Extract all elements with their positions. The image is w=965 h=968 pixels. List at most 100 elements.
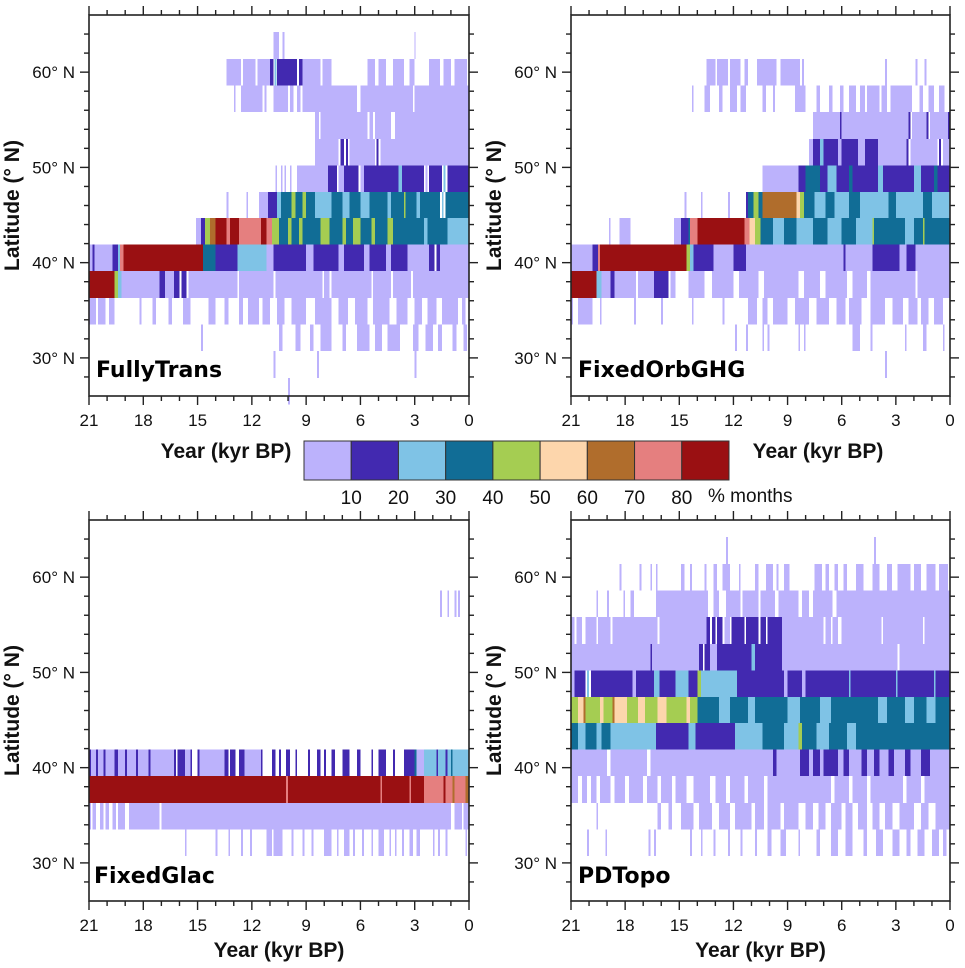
- heatmap-cell: [355, 297, 368, 325]
- heatmap-cell: [601, 271, 611, 298]
- heatmap-cell: [930, 112, 949, 139]
- colorbar-tick-label: 10: [341, 488, 362, 509]
- heatmap-cell: [740, 85, 747, 113]
- heatmap-cell: [289, 165, 292, 193]
- heatmap-cell: [199, 749, 225, 777]
- heatmap-cell: [315, 192, 332, 219]
- heatmap-cell: [277, 297, 285, 325]
- heatmap-cell: [206, 244, 216, 272]
- heatmap-cell: [461, 297, 466, 325]
- heatmap-cell: [103, 749, 106, 777]
- colorbar-swatch: [492, 440, 541, 481]
- heatmap-cell: [722, 563, 730, 591]
- heatmap-cell: [829, 85, 833, 113]
- heatmap-cell: [403, 749, 415, 777]
- heatmap-cell: [244, 749, 261, 777]
- heatmap-cell: [634, 297, 636, 325]
- heatmap-cell: [297, 165, 328, 193]
- heatmap-cell: [848, 165, 853, 193]
- heatmap-cell: [197, 749, 200, 777]
- heatmap-cell: [590, 670, 633, 698]
- heatmap-cell: [654, 271, 662, 298]
- heatmap-cell: [782, 643, 898, 671]
- heatmap-cell: [715, 776, 727, 803]
- heatmap-cell: [796, 217, 813, 245]
- colorbar-swatch: [681, 440, 730, 481]
- heatmap-cell: [345, 217, 354, 245]
- heatmap-cell: [117, 244, 120, 272]
- heatmap-cell: [857, 802, 867, 830]
- heatmap-cell: [291, 297, 307, 325]
- heatmap-cell: [608, 217, 611, 245]
- heatmap-cell: [436, 244, 441, 272]
- colorbar-swatch: [397, 440, 447, 481]
- heatmap-cell: [666, 697, 687, 724]
- heatmap-cell: [416, 749, 424, 777]
- heatmap-cell: [168, 297, 173, 325]
- y-axis-title: Latitude (° N): [483, 645, 506, 776]
- heatmap-cell: [675, 670, 689, 698]
- heatmap-cell: [722, 297, 725, 325]
- heatmap-cell: [802, 722, 817, 750]
- heatmap-cell: [816, 85, 821, 113]
- heatmap-cell: [848, 670, 851, 698]
- heatmap-cell: [585, 617, 597, 644]
- heatmap-cell: [219, 244, 238, 272]
- x-axis-title: Year (kyr BP): [753, 440, 884, 463]
- heatmap-cell: [578, 297, 593, 325]
- heatmap-cell: [939, 85, 945, 113]
- heatmap-cell: [599, 776, 611, 803]
- heatmap-cell: [295, 324, 301, 352]
- heatmap-cell: [924, 617, 950, 644]
- heatmap-cell: [239, 749, 245, 777]
- panel-label: FixedOrbGHG: [578, 358, 745, 383]
- heatmap-cell: [857, 138, 866, 166]
- heatmap-cell: [838, 138, 842, 166]
- heatmap-cell: [728, 829, 730, 857]
- heatmap-cell: [874, 537, 876, 564]
- heatmap-cell: [590, 776, 597, 803]
- heatmap-cell: [654, 829, 656, 857]
- heatmap-cell: [398, 165, 403, 193]
- heatmap-cell: [98, 749, 104, 777]
- heatmap-cell: [327, 165, 337, 193]
- heatmap-cell: [830, 802, 842, 830]
- colorbar-swatch: [303, 440, 352, 481]
- heatmap-cell: [117, 271, 122, 298]
- heatmap-cell: [735, 722, 747, 750]
- heatmap-cell: [908, 112, 911, 139]
- colorbar-tick-label: 70: [624, 488, 645, 509]
- heatmap-cell: [755, 643, 774, 671]
- heatmap-cell: [266, 217, 272, 245]
- heatmap-cell: [136, 749, 138, 777]
- heatmap-cell: [787, 697, 801, 724]
- heatmap-cell: [700, 670, 723, 698]
- heatmap-cell: [226, 58, 241, 86]
- heatmap-cell: [816, 722, 830, 750]
- heatmap-cell: [841, 112, 909, 139]
- heatmap-cell: [780, 829, 786, 857]
- heatmap-cell: [233, 85, 236, 113]
- heatmap-cell: [888, 749, 895, 777]
- heatmap-cell: [440, 590, 442, 618]
- colorbar-swatch: [539, 440, 588, 481]
- heatmap-cell: [587, 670, 590, 698]
- heatmap-cell: [295, 749, 298, 777]
- x-tick-label: 9: [783, 411, 792, 430]
- heatmap-cell: [800, 697, 821, 724]
- heatmap-cell: [208, 297, 216, 325]
- x-tick-label: 15: [670, 411, 689, 430]
- heatmap-cell: [389, 829, 392, 857]
- heatmap-cell: [271, 749, 276, 777]
- heatmap-cell: [931, 829, 940, 857]
- x-tick-label: 21: [562, 411, 581, 430]
- heatmap-cell: [420, 192, 441, 219]
- heatmap-cell: [201, 217, 205, 245]
- y-tick-label: 60° N: [32, 568, 75, 587]
- heatmap-cell: [726, 537, 729, 564]
- heatmap-cell: [174, 749, 176, 777]
- heatmap-cell: [275, 165, 278, 193]
- heatmap-cell: [850, 670, 896, 698]
- heatmap-cell: [888, 192, 896, 219]
- heatmap-cell: [879, 749, 889, 777]
